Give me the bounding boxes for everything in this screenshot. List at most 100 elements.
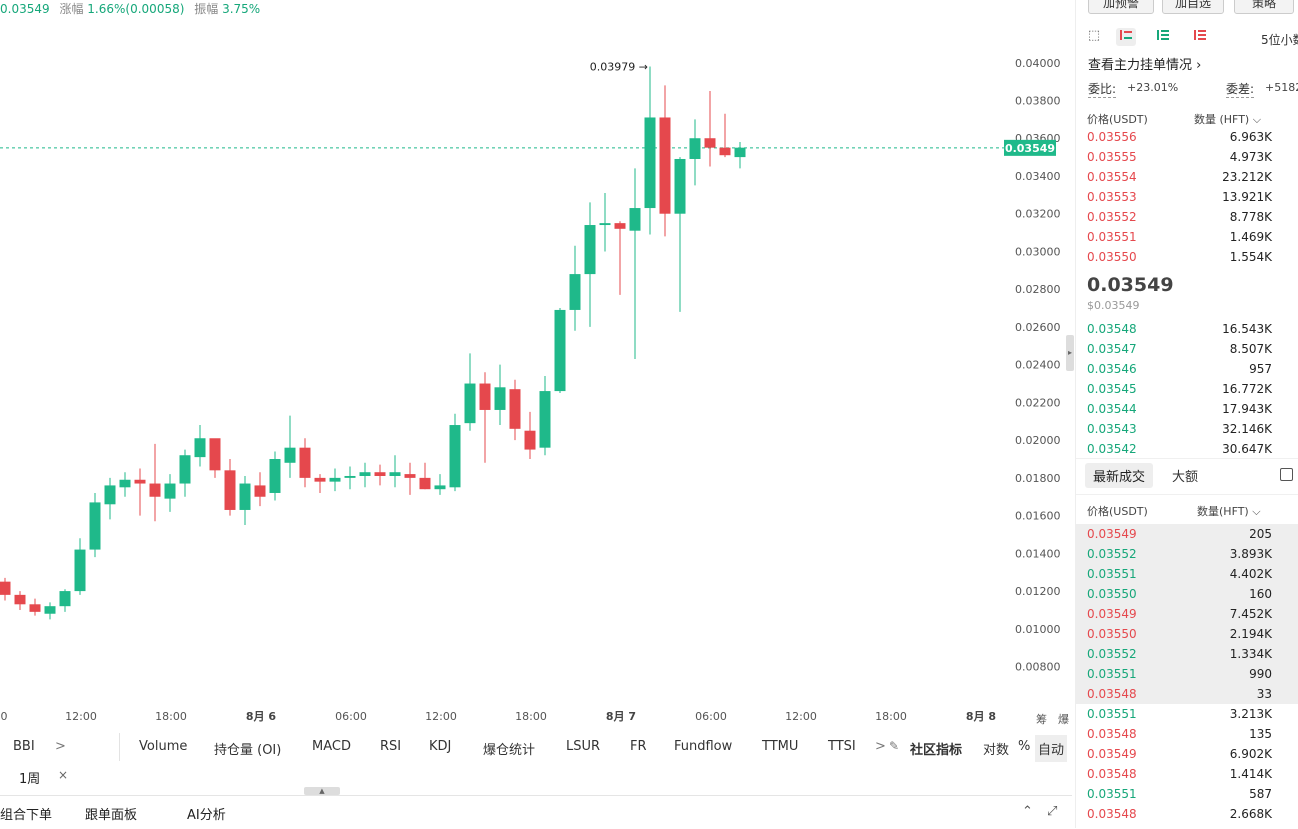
y-tick-label: 0.01000 (1015, 623, 1061, 636)
indicator-macd[interactable]: MACD (312, 739, 351, 754)
book-qty-header[interactable]: 数量 (HFT) ⌵ (1194, 113, 1262, 126)
trade-row[interactable]: 0.03550 160 (1087, 584, 1272, 604)
trade-price: 0.03548 (1087, 687, 1137, 701)
bid-row[interactable]: 0.03547 8.507K (1087, 339, 1272, 359)
indicator-bbi[interactable]: BBI (13, 739, 35, 754)
indicator-fr[interactable]: FR (630, 739, 647, 754)
indicator-ttmu[interactable]: TTMU (762, 739, 799, 754)
trade-price: 0.03552 (1087, 647, 1137, 661)
indicator-ttsi[interactable]: TTSI (828, 739, 856, 754)
trade-row[interactable]: 0.03549 7.452K (1087, 604, 1272, 624)
bid-row[interactable]: 0.03544 17.943K (1087, 399, 1272, 419)
combo-order-tab[interactable]: 组合下单 (0, 808, 53, 823)
indicator-oi[interactable]: 持仓量 (OI) (214, 743, 282, 758)
indicator-liquidation[interactable]: 爆仓统计 (483, 743, 536, 758)
trade-row[interactable]: 0.03552 3.893K (1087, 544, 1272, 564)
book-layout-asks-icon[interactable] (1190, 28, 1210, 46)
ask-qty: 8.778K (1229, 210, 1272, 224)
bid-row[interactable]: 0.03542 30.647K (1087, 439, 1272, 459)
ai-analysis-tab[interactable]: AI分析 (187, 808, 226, 823)
large-trades-checkbox[interactable] (1280, 468, 1293, 481)
trade-row[interactable]: 0.03551 990 (1087, 664, 1272, 684)
indicator-volume[interactable]: Volume (139, 739, 188, 754)
latest-trades-tab[interactable]: 最新成交 (1085, 463, 1154, 488)
bid-row[interactable]: 0.03548 16.543K (1087, 319, 1272, 339)
book-layout-bids-icon[interactable] (1153, 28, 1173, 46)
book-layout-default-icon[interactable]: ⬚ (1087, 28, 1101, 43)
trade-row[interactable]: 0.03548 1.414K (1087, 764, 1272, 784)
trade-row[interactable]: 0.03550 2.194K (1087, 624, 1272, 644)
trade-row[interactable]: 0.03549 205 (1087, 524, 1272, 544)
strategy-button[interactable]: 策略 (1234, 0, 1294, 14)
candle-body (29, 604, 41, 612)
panel-collapse-handle[interactable]: ▸ (1066, 335, 1074, 371)
candle-body (164, 483, 176, 499)
x-tick-label: 12:00 (65, 710, 97, 723)
trade-row[interactable]: 0.03548 135 (1087, 724, 1272, 744)
trade-row[interactable]: 0.03552 1.334K (1087, 644, 1272, 664)
indicator-lsur[interactable]: LSUR (566, 739, 601, 754)
indicator-kdj[interactable]: KDJ (429, 739, 452, 754)
candle-body (629, 208, 641, 231)
percent-scale-toggle[interactable]: % (1018, 739, 1031, 754)
indicator-rsi[interactable]: RSI (380, 739, 402, 754)
bid-row[interactable]: 0.03546 957 (1087, 359, 1272, 379)
pane-resize-handle[interactable]: ▲ (304, 787, 340, 795)
ask-row[interactable]: 0.03551 1.469K (1087, 227, 1272, 247)
high-price-annotation: 0.03979 → (590, 61, 648, 74)
ask-qty: 23.212K (1222, 170, 1272, 184)
candle-body (554, 309, 566, 392)
candle-body (419, 477, 431, 490)
ask-row[interactable]: 0.03553 13.921K (1087, 187, 1272, 207)
log-scale-toggle[interactable]: 对数 (983, 743, 1010, 758)
add-watchlist-button[interactable]: 加自选 (1162, 0, 1224, 14)
trade-highlight (1076, 664, 1298, 684)
trade-row[interactable]: 0.03548 33 (1087, 684, 1272, 704)
chart-canvas[interactable]: 0.040000.038000.036000.034000.032000.030… (0, 14, 1072, 736)
candle-body (509, 389, 521, 429)
collapse-icon[interactable]: ⌃ (1022, 804, 1033, 819)
candle-body (389, 472, 401, 476)
ask-row[interactable]: 0.03550 1.554K (1087, 247, 1272, 267)
book-layout-both-icon[interactable] (1116, 28, 1136, 46)
book-price-header: 价格(USDT) (1087, 113, 1148, 126)
add-alert-button[interactable]: 加预警 (1088, 0, 1154, 14)
x-tick-label: 18:00 (155, 710, 187, 723)
chevron-right-icon[interactable]: > (875, 739, 886, 754)
candle-body (14, 594, 26, 605)
bid-row[interactable]: 0.03543 32.146K (1087, 419, 1272, 439)
community-indicators[interactable]: 社区指标 (910, 743, 963, 758)
expand-icon[interactable]: ⤢ (1047, 804, 1058, 819)
divider (1076, 494, 1298, 495)
ask-row[interactable]: 0.03554 23.212K (1087, 167, 1272, 187)
x-tick-label: 12:00 (785, 710, 817, 723)
bid-price: 0.03546 (1087, 362, 1137, 376)
copy-trade-tab[interactable]: 跟单面板 (85, 808, 138, 823)
indicator-fundflow[interactable]: Fundflow (674, 739, 733, 754)
trade-row[interactable]: 0.03549 6.902K (1087, 744, 1272, 764)
trade-row[interactable]: 0.03551 587 (1087, 784, 1272, 804)
bid-row[interactable]: 0.03545 16.772K (1087, 379, 1272, 399)
candlestick-chart[interactable]: 0.04000 0.03800 0.03600 0.03400 0.03200 0.030… (0, 14, 1072, 736)
decimals-selector[interactable]: 5位小数 (1261, 33, 1298, 47)
candle-body (209, 438, 221, 471)
candle-body (494, 387, 506, 410)
large-trades-tab[interactable]: 大额 (1172, 470, 1199, 485)
ask-row[interactable]: 0.03556 6.963K (1087, 127, 1272, 147)
main-orders-link[interactable]: 查看主力挂单情况 › (1088, 58, 1202, 73)
ask-row[interactable]: 0.03552 8.778K (1087, 207, 1272, 227)
x-tick-label: 12:00 (425, 710, 457, 723)
close-icon[interactable]: × (58, 768, 69, 782)
bid-qty: 16.772K (1222, 382, 1272, 396)
candle-body (269, 459, 281, 493)
auto-scale-toggle[interactable]: 自动 (1035, 735, 1068, 762)
ask-row[interactable]: 0.03555 4.973K (1087, 147, 1272, 167)
trade-qty-header[interactable]: 数量(HFT) ⌵ (1197, 505, 1261, 518)
trade-row[interactable]: 0.03548 2.668K (1087, 804, 1272, 824)
chevron-right-icon[interactable]: > (55, 739, 66, 754)
interval-tag[interactable]: 1周 (19, 772, 41, 787)
edit-icon[interactable]: ✎ (889, 739, 900, 753)
trade-row[interactable]: 0.03551 4.402K (1087, 564, 1272, 584)
trade-row[interactable]: 0.03551 3.213K (1087, 704, 1272, 724)
ask-qty: 6.963K (1229, 130, 1272, 144)
